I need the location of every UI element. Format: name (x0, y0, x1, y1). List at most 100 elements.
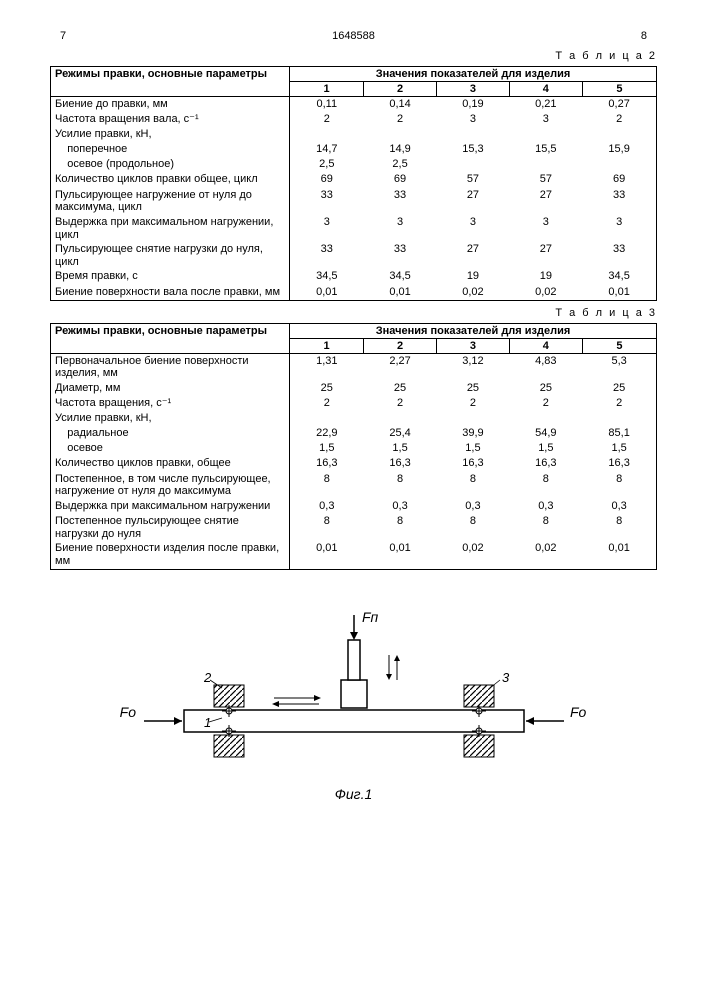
value-cell: 15,3 (437, 142, 510, 157)
svg-text:Fо: Fо (570, 704, 587, 720)
value-cell: 1,5 (582, 441, 656, 456)
value-cell: 8 (364, 472, 437, 499)
value-cell: 69 (582, 172, 656, 187)
value-cell: 0,01 (290, 285, 364, 301)
value-cell: 0,02 (509, 285, 582, 301)
value-cell: 15,5 (509, 142, 582, 157)
figure-caption: Фиг.1 (50, 786, 657, 802)
value-cell (509, 127, 582, 142)
col-header: 4 (509, 338, 582, 353)
value-cell: 8 (290, 472, 364, 499)
svg-text:3: 3 (502, 670, 510, 685)
value-cell (582, 127, 656, 142)
value-cell: 25 (364, 381, 437, 396)
value-cell: 3 (582, 215, 656, 242)
value-cell (509, 157, 582, 172)
t3-param-header: Режимы правки, основные параметры (51, 323, 290, 353)
table2-label: Т а б л и ц а 2 (50, 50, 657, 62)
value-cell: 25 (509, 381, 582, 396)
value-cell: 0,01 (364, 285, 437, 301)
value-cell: 57 (437, 172, 510, 187)
value-cell (364, 411, 437, 426)
param-cell: Количество циклов правки, общее (51, 456, 290, 471)
value-cell: 54,9 (509, 426, 582, 441)
param-cell: Постепенное, в том числе пульсирующее, н… (51, 472, 290, 499)
param-cell: осевое (51, 441, 290, 456)
value-cell: 2 (364, 112, 437, 127)
value-cell: 0,01 (582, 285, 656, 301)
value-cell: 25 (582, 381, 656, 396)
value-cell: 33 (364, 188, 437, 215)
col-header: 3 (437, 338, 510, 353)
col-header: 1 (290, 82, 364, 97)
value-cell: 0,3 (364, 499, 437, 514)
value-cell: 0,21 (509, 97, 582, 113)
figure-svg: FоFоFп123 (104, 600, 604, 780)
value-cell: 8 (290, 514, 364, 541)
svg-text:1: 1 (204, 715, 211, 730)
param-cell: Время правки, с (51, 269, 290, 284)
value-cell (290, 127, 364, 142)
value-cell: 0,19 (437, 97, 510, 113)
value-cell: 22,9 (290, 426, 364, 441)
col-header: 5 (582, 338, 656, 353)
value-cell: 34,5 (582, 269, 656, 284)
param-cell: поперечное (51, 142, 290, 157)
value-cell: 57 (509, 172, 582, 187)
table-2: Режимы правки, основные параметры Значен… (50, 66, 657, 301)
value-cell: 0,27 (582, 97, 656, 113)
value-cell: 2 (364, 396, 437, 411)
value-cell: 8 (509, 472, 582, 499)
param-cell: Постепенное пульсирующее снятие нагрузки… (51, 514, 290, 541)
col-header: 1 (290, 338, 364, 353)
param-cell: осевое (продольное) (51, 157, 290, 172)
t3-values-header: Значения показателей для изделия (290, 323, 657, 338)
value-cell: 25,4 (364, 426, 437, 441)
value-cell: 3 (364, 215, 437, 242)
value-cell: 16,3 (582, 456, 656, 471)
value-cell (582, 411, 656, 426)
value-cell: 4,83 (509, 353, 582, 381)
value-cell: 34,5 (290, 269, 364, 284)
value-cell: 33 (582, 242, 656, 269)
param-cell: Выдержка при максимальном на­гружении, ц… (51, 215, 290, 242)
value-cell: 33 (364, 242, 437, 269)
t2-values-header: Значения показателей для изделия (290, 67, 657, 82)
value-cell: 33 (290, 188, 364, 215)
value-cell: 69 (364, 172, 437, 187)
value-cell: 27 (509, 188, 582, 215)
value-cell: 39,9 (437, 426, 510, 441)
col-header: 4 (509, 82, 582, 97)
value-cell: 0,3 (290, 499, 364, 514)
value-cell (437, 127, 510, 142)
svg-text:Fо: Fо (119, 704, 136, 720)
value-cell: 15,9 (582, 142, 656, 157)
value-cell: 0,3 (582, 499, 656, 514)
value-cell: 0,01 (290, 541, 364, 569)
value-cell (509, 411, 582, 426)
value-cell: 8 (582, 472, 656, 499)
value-cell: 0,02 (509, 541, 582, 569)
value-cell: 0,02 (437, 541, 510, 569)
param-cell: Частота вращения, с⁻¹ (51, 396, 290, 411)
param-cell: Диаметр, мм (51, 381, 290, 396)
value-cell (437, 157, 510, 172)
value-cell: 0,3 (509, 499, 582, 514)
param-cell: Усилие правки, кН, (51, 127, 290, 142)
value-cell: 16,3 (437, 456, 510, 471)
value-cell: 14,7 (290, 142, 364, 157)
col-header: 2 (364, 82, 437, 97)
doc-number: 1648588 (332, 30, 375, 42)
value-cell (290, 411, 364, 426)
figure-1: FоFоFп123 Фиг.1 (50, 600, 657, 802)
value-cell (364, 127, 437, 142)
value-cell: 3 (509, 215, 582, 242)
value-cell: 19 (437, 269, 510, 284)
value-cell: 3 (437, 112, 510, 127)
param-cell: Пульсирующее снятие нагрузки до нуля, ци… (51, 242, 290, 269)
value-cell: 0,11 (290, 97, 364, 113)
param-cell: Количество циклов правки общее, цикл (51, 172, 290, 187)
value-cell: 16,3 (290, 456, 364, 471)
col-header: 3 (437, 82, 510, 97)
param-cell: радиальное (51, 426, 290, 441)
